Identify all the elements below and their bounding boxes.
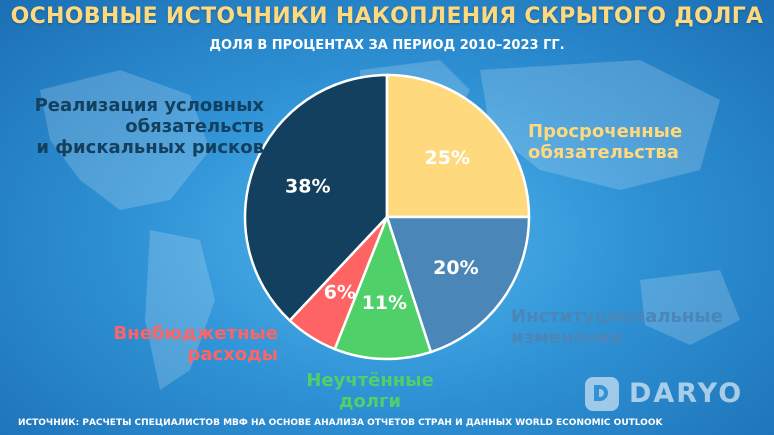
source-footnote: ИСТОЧНИК: РАСЧЕТЫ СПЕЦИАЛИСТОВ МВФ НА ОС…: [18, 418, 663, 428]
value-label-overdue-obligations: 25%: [425, 147, 470, 169]
value-label-institutional-changes: 20%: [433, 257, 478, 279]
daryo-logo-icon: [585, 377, 619, 411]
value-label-unaccounted-debts: 11%: [362, 292, 407, 314]
slice-label-overdue-obligations: Просроченные обязательства: [528, 121, 683, 163]
slice-contingent-liabilities: [243, 73, 389, 323]
daryo-logo-text: DARYO: [629, 378, 744, 409]
slice-label-extrabudgetary-expenses: Внебюджетные расходы: [113, 323, 278, 365]
value-label-extrabudgetary-expenses: 6%: [324, 281, 356, 303]
slice-label-institutional-changes: Институциональные изменения: [511, 306, 723, 348]
value-label-contingent-liabilities: 38%: [285, 176, 330, 198]
slice-label-contingent-liabilities: Реализация условных обязательств и фиска…: [34, 95, 264, 158]
daryo-logo: DARYO: [585, 375, 760, 415]
slice-overdue-obligations: [385, 73, 531, 219]
slice-unaccounted-debts: [333, 213, 433, 361]
slice-label-unaccounted-debts: Неучтённые долги: [306, 370, 434, 412]
chart-title: ОСНОВНЫЕ ИСТОЧНИКИ НАКОПЛЕНИЯ СКРЫТОГО Д…: [10, 4, 764, 29]
slice-institutional-changes: [385, 215, 531, 354]
chart-subtitle: ДОЛЯ В ПРОЦЕНТАХ ЗА ПЕРИОД 2010–2023 ГГ.: [209, 38, 565, 53]
slice-extrabudgetary-expenses: [288, 216, 389, 351]
